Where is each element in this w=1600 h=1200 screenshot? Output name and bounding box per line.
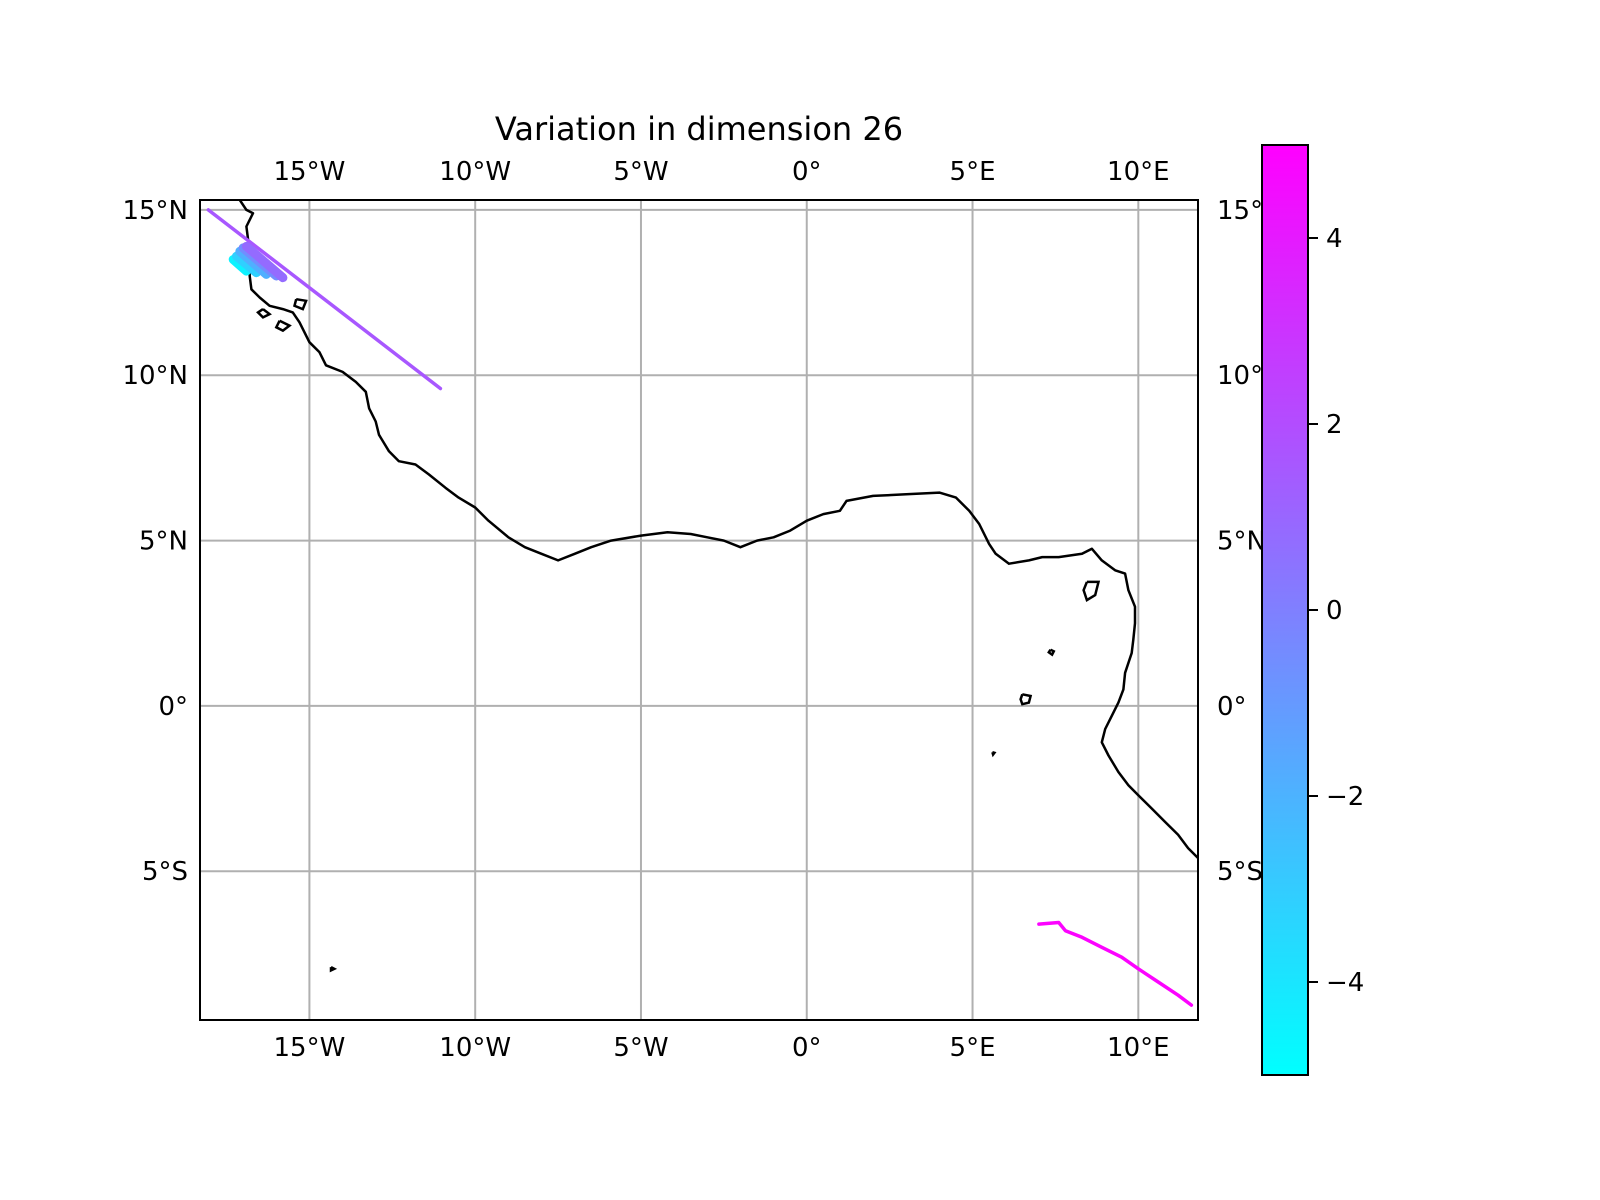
coastline-mainland <box>238 200 1198 859</box>
colorbar-tick-label-2: 0 <box>1326 596 1343 626</box>
coastline-island-3 <box>1082 580 1101 602</box>
coastline-island-7 <box>329 965 338 973</box>
tick-label-top-3: 0° <box>792 157 822 187</box>
data-tracks <box>206 208 1194 1007</box>
coastline <box>238 200 1198 973</box>
tick-label-right-4: 5°S <box>1217 857 1263 887</box>
tick-label-left-4: 5°S <box>142 857 188 887</box>
tick-label-bottom-3: 0° <box>792 1033 822 1063</box>
tick-label-bottom-1: 10°W <box>439 1033 511 1063</box>
tick-label-right-0: 15° <box>1217 196 1263 226</box>
tick-label-right-1: 10° <box>1217 361 1263 391</box>
tick-label-left-0: 15°N <box>122 196 188 226</box>
tick-label-left-1: 10°N <box>122 361 188 391</box>
colorbar-ticks: 4 2 0 −2 −4 <box>1308 224 1364 998</box>
swath-stroke-0 <box>228 255 251 276</box>
colorbar <box>1261 144 1309 1076</box>
tick-label-left-3: 0° <box>158 692 188 722</box>
tick-label-bottom-2: 5°W <box>613 1033 668 1063</box>
tick-label-top-2: 5°W <box>613 157 668 187</box>
tick-label-top-0: 15°W <box>274 157 346 187</box>
swath-stroke-4 <box>241 241 288 283</box>
coastline-island-6 <box>991 751 997 758</box>
map-title: Variation in dimension 26 <box>495 110 903 148</box>
tick-label-bottom-0: 15°W <box>274 1033 346 1063</box>
tick-label-left-2: 5°N <box>139 527 188 557</box>
colorbar-tick-label-4: −4 <box>1326 968 1364 998</box>
tick-label-right-3: 0° <box>1217 692 1247 722</box>
coastline-island-4 <box>1047 648 1056 657</box>
swath-stroke-1 <box>232 251 261 278</box>
colorbar-tick-label-1: 2 <box>1326 410 1343 440</box>
colorbar-tick-label-3: −2 <box>1326 782 1364 812</box>
coastline-island-5 <box>1019 693 1033 706</box>
tick-label-bottom-4: 5°E <box>950 1033 996 1063</box>
map-frame <box>199 199 1199 1021</box>
coastline-island-0 <box>256 308 272 319</box>
coastline-island-2 <box>293 297 308 311</box>
tick-label-top-4: 5°E <box>950 157 996 187</box>
tick-label-top-1: 10°W <box>439 157 511 187</box>
data-track-1 <box>1037 920 1194 1007</box>
gridlines <box>200 200 1198 1020</box>
tick-label-bottom-5: 10°E <box>1107 1033 1170 1063</box>
tick-label-top-5: 10°E <box>1107 157 1170 187</box>
coastline-island-1 <box>274 319 292 333</box>
axis-tick-labels: 15°W 15°W 10°W 10°W 5°W 5°W 0° 0° 5°E 5°E 10°E 10°E… <box>122 157 1266 1063</box>
colorbar-tick-label-0: 4 <box>1326 224 1343 254</box>
swath-stroke-2 <box>235 246 271 279</box>
data-track-0 <box>206 208 443 391</box>
tick-label-right-2: 5°N <box>1217 527 1266 557</box>
